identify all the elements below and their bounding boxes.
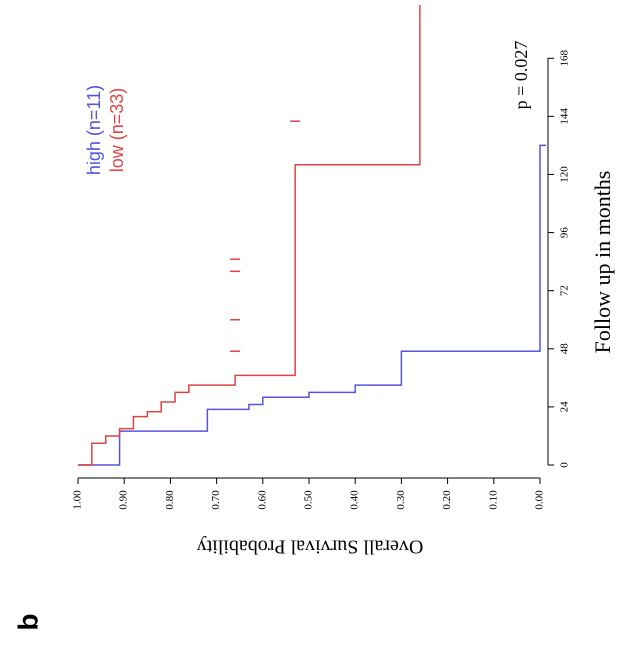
annotation: p = 0.027 <box>511 41 531 110</box>
survival-curve <box>78 144 546 466</box>
y-tick-label: 0.00 <box>534 490 546 510</box>
y-tick-label: 0.70 <box>210 490 222 510</box>
y-tick-label: 0.20 <box>441 490 453 510</box>
y-axis-title: Overall Survival Probability <box>197 535 424 557</box>
x-tick-label: 24 <box>559 401 571 413</box>
y-tick-label: 0.10 <box>487 490 499 510</box>
legend-label: high (n=11) <box>84 85 104 175</box>
panel-label: b <box>12 613 43 630</box>
y-tick-label: 0.30 <box>395 490 407 510</box>
x-tick-label: 48 <box>559 343 571 355</box>
y-tick-label: 0.60 <box>256 490 268 510</box>
x-tick-label: 96 <box>559 227 571 239</box>
x-tick-label: 0 <box>559 462 571 468</box>
survival-curve <box>78 5 421 466</box>
x-tick-label: 120 <box>559 166 571 183</box>
x-tick-label: 168 <box>559 50 571 67</box>
y-tick-label: 0.40 <box>349 490 361 510</box>
y-tick-label: 1.00 <box>72 490 84 510</box>
y-tick-label: 0.90 <box>118 490 130 510</box>
x-axis-title: Follow up in months <box>590 171 615 354</box>
y-tick-label: 0.80 <box>164 490 176 510</box>
x-tick-label: 72 <box>559 285 571 296</box>
legend-label: low (n=33) <box>107 88 127 173</box>
y-tick-label: 0.50 <box>303 490 315 510</box>
x-tick-label: 144 <box>559 108 571 125</box>
